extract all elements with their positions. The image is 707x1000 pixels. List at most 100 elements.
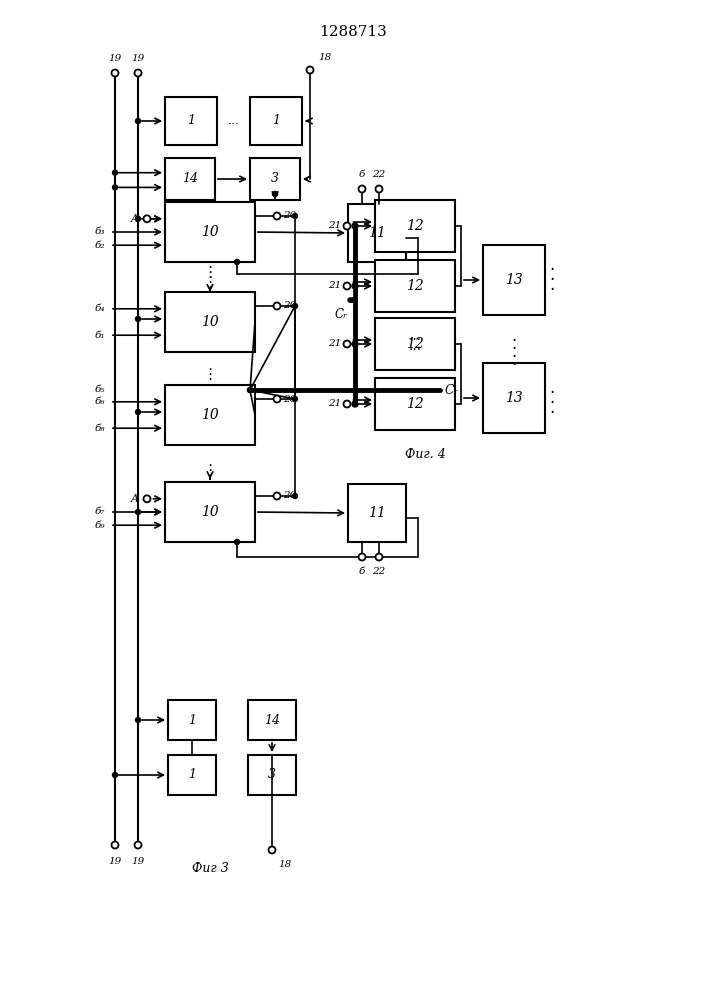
Text: 22: 22 [373,567,385,576]
Circle shape [375,186,382,192]
Circle shape [344,223,351,230]
Text: 10: 10 [201,505,219,519]
Circle shape [136,216,141,221]
Text: ...: ... [409,339,421,353]
Circle shape [293,304,298,308]
Circle shape [352,223,358,229]
Circle shape [293,493,298,498]
Circle shape [352,283,358,289]
Text: 12: 12 [406,337,424,351]
Text: .: . [549,256,554,274]
Bar [250,158,300,200]
Circle shape [358,554,366,560]
Bar [375,318,455,370]
Text: б₅: б₅ [95,385,105,394]
Bar [250,97,302,145]
Bar [248,700,296,740]
Text: .: . [549,379,554,397]
Bar [165,158,215,200]
Circle shape [134,70,141,77]
Circle shape [136,510,141,514]
Text: 18: 18 [318,53,332,62]
Circle shape [344,282,351,290]
Text: 1: 1 [188,714,196,726]
Text: б: б [359,567,366,576]
Bar [165,97,217,145]
Circle shape [136,316,141,322]
Text: б₇: б₇ [95,508,105,516]
Text: 21: 21 [328,282,341,290]
Circle shape [358,186,366,192]
Text: б: б [359,170,366,179]
Text: .: . [511,327,517,345]
Text: A: A [131,214,139,224]
Circle shape [247,387,252,392]
Text: 18: 18 [278,860,291,869]
Text: 14: 14 [182,172,198,186]
Circle shape [352,401,358,407]
Text: .: . [549,276,554,294]
Circle shape [307,66,313,74]
Circle shape [136,410,141,414]
Text: ...: ... [409,329,421,343]
Text: 19: 19 [132,857,145,866]
Text: 20: 20 [283,212,296,221]
Text: б₃: б₃ [95,228,105,236]
Text: 1288713: 1288713 [319,25,387,39]
Bar [168,700,216,740]
Text: 21: 21 [328,399,341,408]
Text: 12: 12 [406,397,424,411]
Text: 11: 11 [368,506,386,520]
Circle shape [344,400,351,408]
Circle shape [269,846,276,854]
Circle shape [293,214,298,219]
Circle shape [274,395,281,402]
Text: 13: 13 [505,273,523,287]
Text: 11: 11 [368,226,386,240]
Bar [375,378,455,430]
Bar [348,484,406,542]
Text: б₄: б₄ [95,304,105,313]
Text: Cᵣ: Cᵣ [335,308,348,321]
Bar [168,755,216,795]
Text: 13: 13 [505,391,523,405]
Text: 10: 10 [201,225,219,239]
Text: 20: 20 [283,302,296,310]
Circle shape [112,842,119,848]
Text: 21: 21 [328,340,341,349]
Text: A: A [131,494,139,504]
Text: ⋮: ⋮ [202,367,218,382]
Text: 14: 14 [264,714,280,726]
Text: Cᵣ: Cᵣ [445,383,459,396]
Circle shape [235,259,240,264]
Text: б₂: б₂ [95,241,105,250]
Circle shape [293,396,298,401]
Text: .: . [549,389,554,407]
Circle shape [344,340,351,348]
Text: .: . [511,343,517,361]
Text: б₁: б₁ [95,331,105,340]
Bar [483,245,545,315]
Text: 1: 1 [272,114,280,127]
Bar [248,755,296,795]
Circle shape [112,70,119,77]
Text: 1: 1 [187,114,195,127]
Text: 3: 3 [268,768,276,782]
Text: Фиг. 4: Фиг. 4 [404,448,445,461]
Circle shape [136,118,141,123]
Circle shape [134,842,141,848]
Circle shape [274,492,281,499]
Text: 12: 12 [406,219,424,233]
Circle shape [274,213,281,220]
Bar [483,363,545,433]
Text: ⋮: ⋮ [202,462,218,478]
Text: 10: 10 [201,315,219,329]
Bar [165,385,255,445]
Circle shape [144,215,151,222]
Text: .: . [549,266,554,284]
Text: 21: 21 [328,222,341,231]
Bar [375,260,455,312]
Text: 20: 20 [283,491,296,500]
Text: ⋮: ⋮ [202,274,218,290]
Text: .: . [511,335,517,353]
